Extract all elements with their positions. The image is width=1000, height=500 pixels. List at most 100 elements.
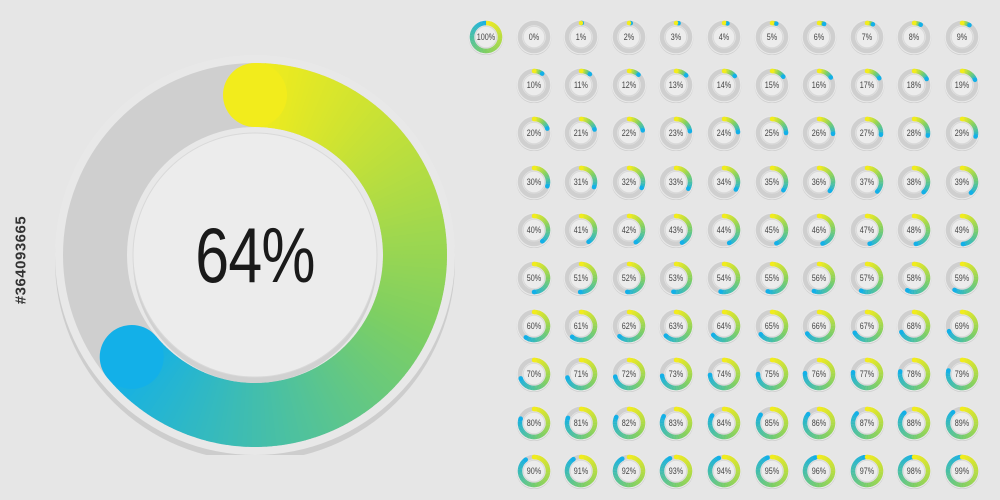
mini-percentage-ring: 72% bbox=[611, 356, 647, 393]
mini-percentage-ring: 93% bbox=[658, 453, 694, 489]
mini-ring-graphic bbox=[944, 356, 980, 393]
mini-percentage-label: 14% bbox=[716, 80, 732, 91]
mini-percentage-ring: 19% bbox=[944, 67, 980, 104]
side-stock-number: #364093665 bbox=[12, 215, 30, 305]
mini-percentage-ring: 83% bbox=[658, 405, 694, 441]
mini-ring-graphic bbox=[849, 115, 885, 152]
mini-percentage-ring: 65% bbox=[754, 308, 790, 345]
mini-ring-graphic bbox=[896, 164, 932, 200]
mini-ring-graphic bbox=[658, 115, 694, 152]
mini-ring-graphic bbox=[563, 260, 599, 296]
mini-percentage-label: 57% bbox=[859, 273, 874, 283]
mini-percentage-ring: 96% bbox=[801, 453, 837, 489]
mini-percentage-ring: 54% bbox=[706, 260, 742, 296]
mini-percentage-label: 84% bbox=[716, 417, 732, 428]
mini-ring-graphic bbox=[611, 67, 647, 104]
mini-percentage-label: 60% bbox=[526, 321, 541, 332]
mini-percentage-label: 11% bbox=[574, 80, 589, 91]
mini-percentage-label: 16% bbox=[811, 80, 827, 91]
mini-percentage-label: 90% bbox=[526, 465, 541, 476]
mini-percentage-ring: 59% bbox=[944, 260, 980, 296]
mini-percentage-ring: 7% bbox=[849, 19, 885, 55]
mini-ring-graphic bbox=[706, 405, 742, 441]
mini-ring-graphic bbox=[658, 356, 694, 393]
mini-percentage-ring: 3% bbox=[658, 19, 694, 55]
mini-percentage-label: 33% bbox=[669, 176, 684, 187]
mini-ring-graphic bbox=[706, 67, 742, 104]
mini-percentage-label: 68% bbox=[907, 321, 922, 332]
mini-percentage-ring: 26% bbox=[801, 115, 837, 152]
mini-percentage-label: 96% bbox=[811, 465, 827, 476]
mini-percentage-label: 73% bbox=[669, 369, 684, 380]
mini-percentage-label: 29% bbox=[954, 128, 970, 139]
mini-ring-graphic bbox=[611, 308, 647, 345]
mini-percentage-label: 10% bbox=[526, 80, 541, 91]
mini-percentage-label: 18% bbox=[907, 80, 922, 91]
mini-percentage-ring: 56% bbox=[801, 260, 837, 296]
mini-percentage-label: 65% bbox=[764, 321, 779, 332]
mini-ring-graphic bbox=[754, 308, 790, 345]
mini-percentage-label: 26% bbox=[811, 128, 827, 139]
mini-percentage-label: 97% bbox=[859, 465, 874, 476]
mini-percentage-label: 59% bbox=[954, 273, 970, 283]
mini-percentage-label: 49% bbox=[954, 224, 970, 235]
mini-percentage-label: 83% bbox=[669, 417, 684, 428]
mini-percentage-ring: 99% bbox=[944, 453, 980, 489]
mini-percentage-ring: 32% bbox=[611, 164, 647, 200]
mini-percentage-ring: 40% bbox=[516, 212, 552, 248]
mini-percentage-ring: 15% bbox=[754, 67, 790, 104]
mini-percentage-label: 64% bbox=[716, 321, 732, 332]
mini-percentage-label: 15% bbox=[764, 80, 779, 91]
mini-ring-graphic bbox=[944, 260, 980, 296]
mini-ring-graphic bbox=[563, 453, 599, 489]
main-percentage-label: 64% bbox=[195, 210, 315, 299]
mini-percentage-label: 28% bbox=[907, 128, 922, 139]
mini-percentage-label: 76% bbox=[811, 369, 827, 380]
mini-percentage-label: 45% bbox=[764, 224, 779, 235]
mini-ring-graphic bbox=[896, 67, 932, 104]
mini-ring-graphic bbox=[611, 19, 647, 55]
mini-ring-graphic bbox=[944, 67, 980, 104]
mini-ring-graphic bbox=[849, 260, 885, 296]
mini-ring-graphic bbox=[706, 308, 742, 345]
mini-ring-graphic bbox=[754, 453, 790, 489]
mini-percentage-label: 47% bbox=[859, 224, 874, 235]
mini-percentage-label: 19% bbox=[954, 80, 970, 91]
mini-ring-graphic bbox=[706, 164, 742, 200]
mini-percentage-label: 71% bbox=[573, 369, 589, 380]
mini-percentage-ring: 61% bbox=[563, 308, 599, 345]
mini-ring-graphic bbox=[896, 405, 932, 441]
mini-ring-graphic bbox=[658, 453, 694, 489]
main-percentage-ring: 64% bbox=[55, 55, 455, 455]
mini-percentage-label: 81% bbox=[573, 417, 589, 428]
mini-percentage-ring: 46% bbox=[801, 212, 837, 248]
mini-percentage-label: 43% bbox=[669, 224, 684, 235]
mini-percentage-ring: 51% bbox=[563, 260, 599, 296]
mini-percentage-ring: 94% bbox=[706, 453, 742, 489]
mini-percentage-ring: 43% bbox=[658, 212, 694, 248]
mini-ring-graphic bbox=[563, 212, 599, 248]
mini-ring-graphic bbox=[468, 19, 504, 55]
mini-percentage-label: 34% bbox=[716, 176, 732, 187]
mini-ring-graphic bbox=[563, 115, 599, 152]
mini-percentage-label: 100% bbox=[476, 32, 496, 42]
mini-percentage-label: 25% bbox=[764, 128, 779, 139]
mini-percentage-ring: 64% bbox=[706, 308, 742, 345]
mini-ring-graphic bbox=[658, 67, 694, 104]
mini-ring-graphic bbox=[706, 115, 742, 152]
mini-percentage-ring: 95% bbox=[754, 453, 790, 489]
mini-percentage-label: 9% bbox=[956, 32, 968, 42]
mini-ring-graphic bbox=[801, 212, 837, 248]
mini-percentage-label: 39% bbox=[954, 176, 970, 187]
mini-percentage-label: 92% bbox=[621, 465, 636, 476]
mini-ring-graphic bbox=[658, 212, 694, 248]
mini-percentage-ring: 20% bbox=[516, 115, 552, 152]
mini-percentage-ring: 62% bbox=[611, 308, 647, 345]
mini-percentage-ring: 79% bbox=[944, 356, 980, 393]
mini-percentage-label: 7% bbox=[861, 32, 872, 42]
mini-percentage-ring: 37% bbox=[849, 164, 885, 200]
mini-percentage-ring: 45% bbox=[754, 212, 790, 248]
mini-percentage-label: 55% bbox=[764, 273, 779, 283]
mini-ring-graphic bbox=[754, 405, 790, 441]
mini-ring-graphic bbox=[801, 356, 837, 393]
